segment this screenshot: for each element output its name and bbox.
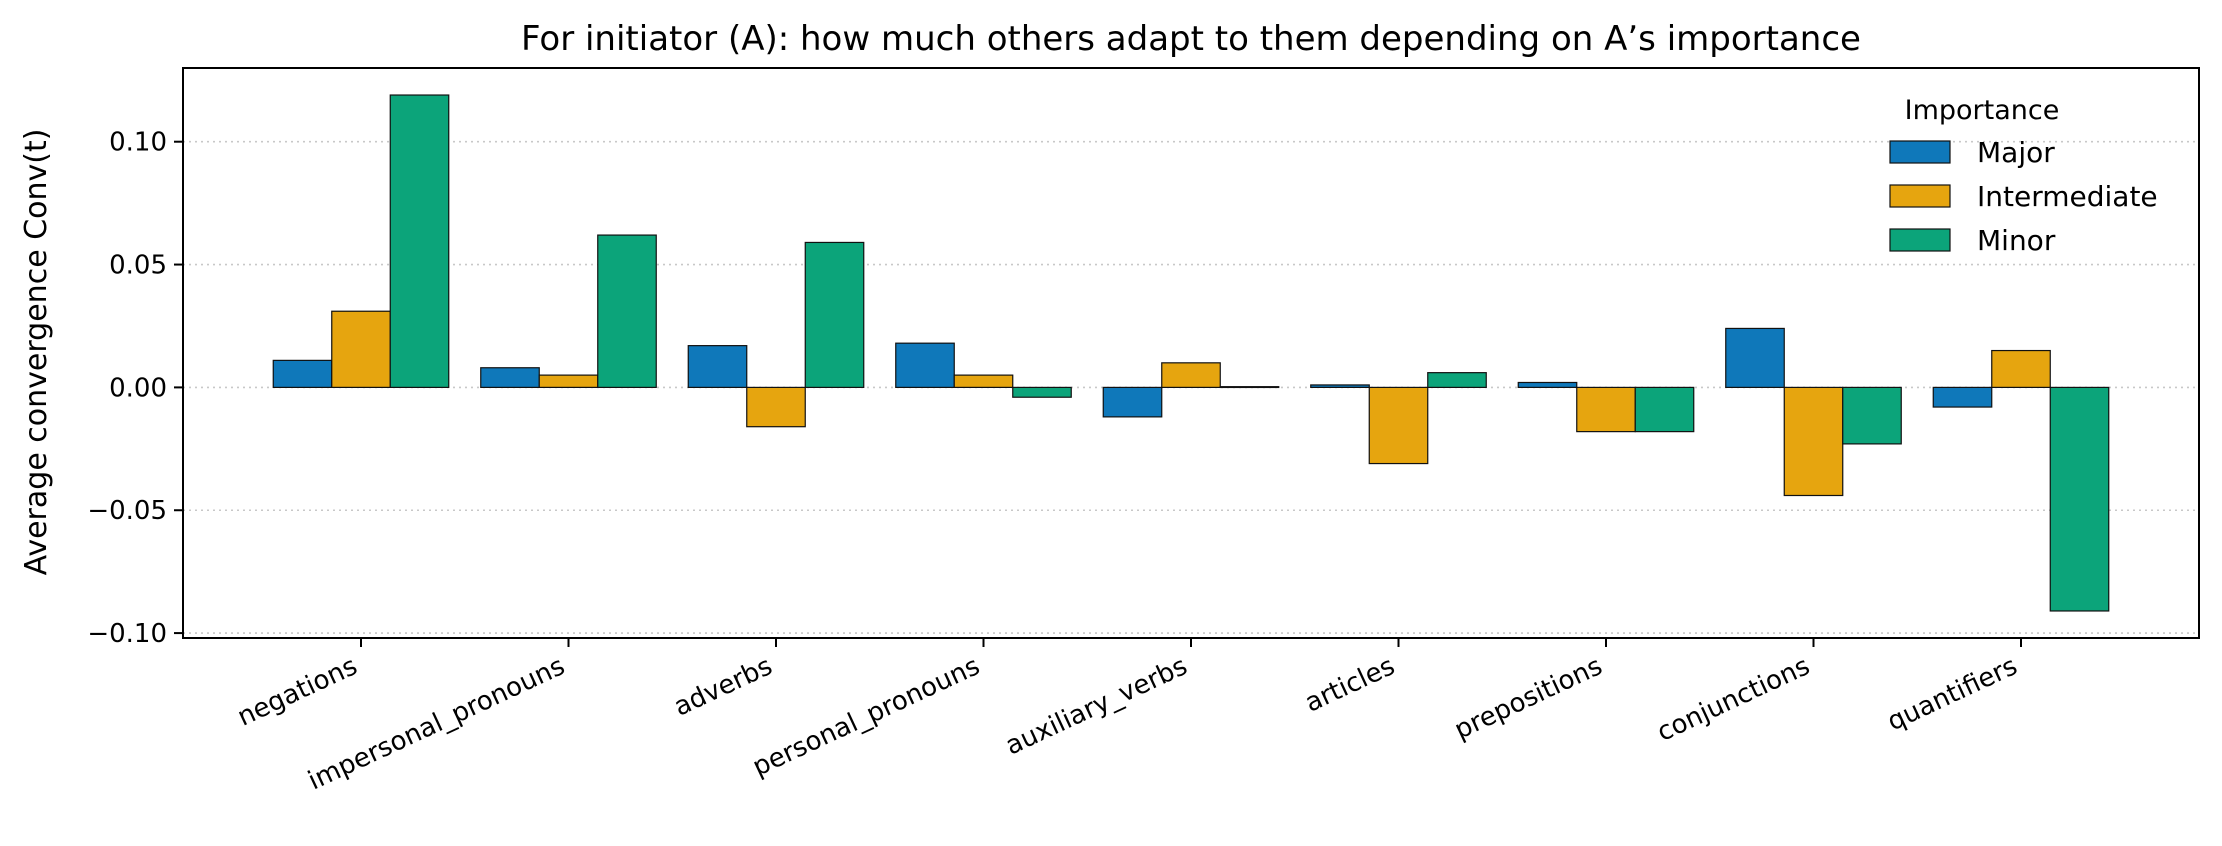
bar-minor-conjunctions <box>1842 386 1902 445</box>
bar-intermediate-articles <box>1368 386 1429 465</box>
x-tick-label: adverbs <box>670 651 777 722</box>
bar-major-impersonal-pronouns <box>480 367 540 388</box>
bar-intermediate-personal-pronouns <box>953 374 1014 388</box>
chart-title: For initiator (A): how much others adapt… <box>521 19 1861 59</box>
x-tick-label: prepositions <box>1450 651 1607 745</box>
bar-minor-auxiliary-verbs <box>1219 386 1280 389</box>
bar-minor-articles <box>1427 372 1487 388</box>
legend-swatch-major <box>1889 140 1951 164</box>
x-tick-label: conjunctions <box>1653 651 1815 748</box>
bar-intermediate-quantifiers <box>1991 349 2051 388</box>
bar-minor-adverbs <box>804 241 865 388</box>
legend-swatch-minor <box>1889 228 1951 252</box>
legend-swatch-intermediate <box>1889 184 1951 208</box>
bar-minor-prepositions <box>1634 386 1695 433</box>
y-axis-label: Average convergence Conv(t) <box>19 129 54 576</box>
legend-label-major: Major <box>1977 136 2055 169</box>
x-tick-label: auxiliary_verbs <box>1001 651 1192 761</box>
bar-intermediate-adverbs <box>746 386 806 428</box>
bar-major-prepositions <box>1517 381 1578 388</box>
x-tick-label: personal_pronouns <box>748 651 984 782</box>
x-tick-label: articles <box>1301 651 1400 718</box>
legend-title: Importance <box>1905 95 2060 126</box>
y-tick-label: −0.10 <box>87 619 167 649</box>
bar-major-negations <box>272 359 333 388</box>
y-tick-label: 0.00 <box>109 373 167 403</box>
legend-label-intermediate: Intermediate <box>1977 180 2158 213</box>
legend-label-minor: Minor <box>1977 224 2056 257</box>
bar-intermediate-prepositions <box>1576 386 1636 433</box>
bar-intermediate-auxiliary-verbs <box>1161 362 1221 388</box>
y-tick-label: 0.10 <box>109 128 167 158</box>
y-tick-label: 0.05 <box>109 251 167 281</box>
bar-major-articles <box>1310 384 1370 388</box>
bar-major-adverbs <box>687 345 748 388</box>
bar-intermediate-conjunctions <box>1783 386 1844 497</box>
bar-major-conjunctions <box>1725 327 1785 388</box>
bar-major-quantifiers <box>1932 386 1993 408</box>
bar-intermediate-negations <box>331 310 391 388</box>
y-tick-label: −0.05 <box>87 496 167 526</box>
bar-minor-impersonal-pronouns <box>597 234 657 388</box>
bar-minor-personal-pronouns <box>1012 386 1072 398</box>
x-tick-label: negations <box>233 651 362 732</box>
bar-major-auxiliary-verbs <box>1102 386 1163 418</box>
bar-minor-negations <box>389 94 450 388</box>
bar-intermediate-impersonal-pronouns <box>538 374 599 388</box>
bars <box>272 94 2110 612</box>
legend: Importance Major Intermediate Minor <box>1889 95 2158 257</box>
x-tick-label: quantifiers <box>1883 651 2022 737</box>
bar-major-personal-pronouns <box>895 342 955 388</box>
bar-minor-quantifiers <box>2049 386 2110 612</box>
y-axis-ticks: −0.10 −0.05 0.00 0.05 0.10 <box>87 128 183 649</box>
